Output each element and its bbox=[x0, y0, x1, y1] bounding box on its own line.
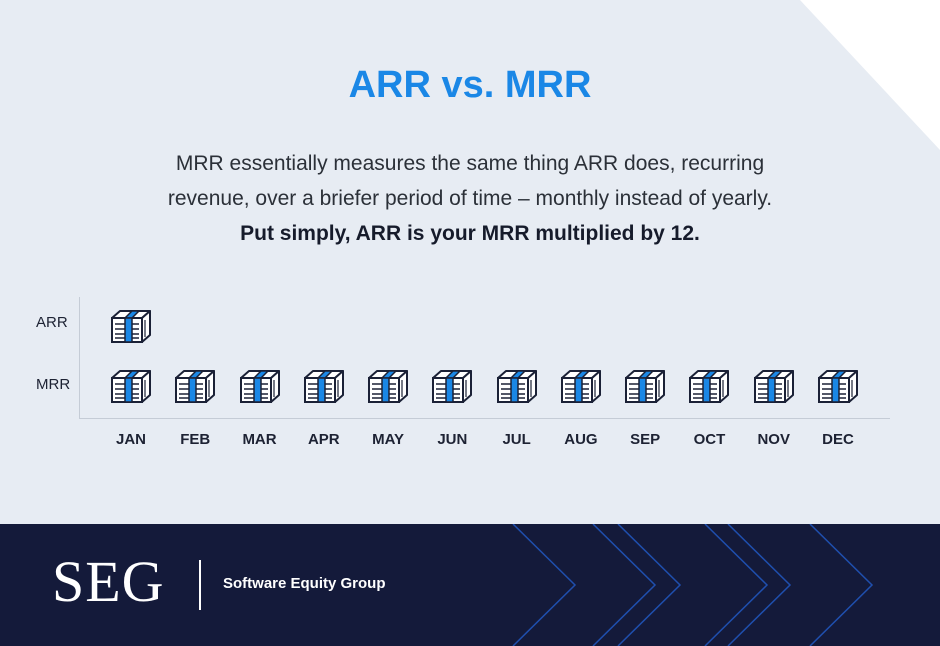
mrr-aug-money-stack-icon bbox=[558, 368, 604, 404]
mrr-mar-money-stack-icon bbox=[237, 368, 283, 404]
mrr-feb-money-stack-icon bbox=[172, 368, 218, 404]
month-label-sep: SEP bbox=[630, 431, 661, 448]
row-label-arr: ARR bbox=[36, 314, 68, 331]
mrr-jul-money-stack-icon bbox=[494, 368, 540, 404]
month-label-apr: APR bbox=[307, 431, 340, 448]
footer: SEG Software Equity Group bbox=[0, 524, 940, 646]
mrr-may-money-stack-icon bbox=[365, 368, 411, 404]
arr-jan-money-stack-icon bbox=[108, 308, 154, 344]
month-label-may: MAY bbox=[372, 431, 405, 448]
mrr-sep-money-stack-icon bbox=[622, 368, 668, 404]
month-label-aug: AUG bbox=[564, 431, 598, 448]
seg-logo: SEG bbox=[52, 549, 165, 614]
horizontal-axis bbox=[79, 418, 890, 419]
vertical-axis bbox=[79, 297, 80, 418]
month-label-oct: OCT bbox=[693, 431, 726, 448]
chevron-decoration bbox=[512, 524, 874, 646]
month-label-jul: JUL bbox=[502, 431, 531, 448]
month-label-dec: DEC bbox=[822, 431, 854, 448]
mrr-nov-money-stack-icon bbox=[751, 368, 797, 404]
month-label-nov: NOV bbox=[757, 431, 790, 448]
month-label-jun: JUN bbox=[437, 431, 468, 448]
description-line-1: MRR essentially measures the same thing … bbox=[175, 152, 765, 175]
mrr-dec-money-stack-icon bbox=[815, 368, 861, 404]
company-name: Software Equity Group bbox=[223, 575, 386, 592]
mrr-jun-money-stack-icon bbox=[429, 368, 475, 404]
row-label-mrr: MRR bbox=[36, 376, 71, 393]
description-highlight: Put simply, ARR is your MRR multiplied b… bbox=[240, 222, 700, 245]
mrr-apr-money-stack-icon bbox=[301, 368, 347, 404]
description-line-2: revenue, over a briefer period of time –… bbox=[167, 187, 773, 210]
mrr-jan-money-stack-icon bbox=[108, 368, 154, 404]
month-label-jan: JAN bbox=[115, 431, 146, 448]
corner-decoration bbox=[800, 0, 940, 150]
page-title: ARR vs. MRR bbox=[348, 64, 592, 106]
mrr-oct-money-stack-icon bbox=[686, 368, 732, 404]
footer-divider bbox=[199, 560, 201, 610]
month-label-feb: FEB bbox=[180, 431, 211, 448]
description: MRR essentially measures the same thing … bbox=[0, 146, 940, 251]
month-label-mar: MAR bbox=[242, 431, 277, 448]
